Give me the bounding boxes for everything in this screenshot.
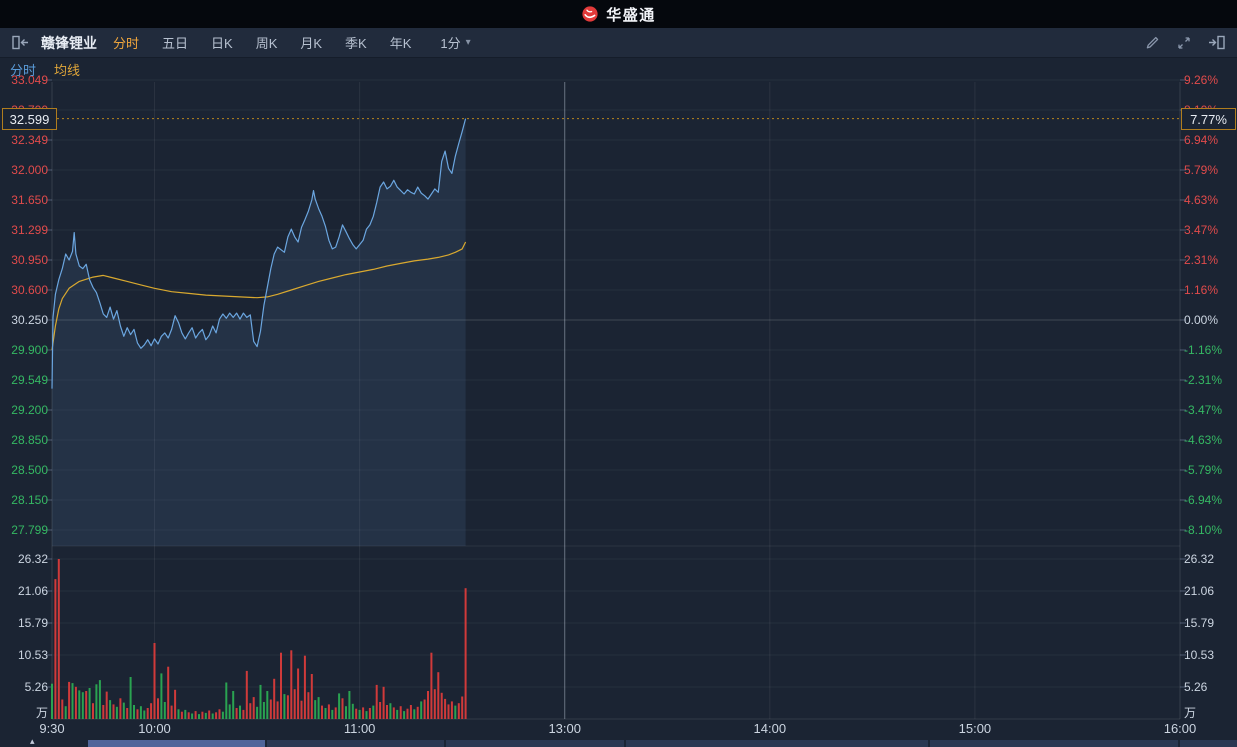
- dock-right-icon[interactable]: [1208, 35, 1225, 50]
- current-price-box: 32.599: [2, 108, 57, 130]
- tab-five-day[interactable]: 五日: [162, 36, 189, 51]
- current-percent-value: 7.77%: [1190, 111, 1227, 127]
- tab-monthly-k[interactable]: 月K: [300, 36, 323, 51]
- navigator-segment[interactable]: [446, 740, 624, 747]
- interval-dropdown[interactable]: 1分 ▾: [440, 33, 470, 52]
- draw-pencil-icon[interactable]: [1144, 35, 1160, 51]
- caret-up-icon[interactable]: ▴: [30, 736, 35, 746]
- chart-legend: 分时 均线: [0, 58, 1237, 80]
- navigator-segment[interactable]: [267, 740, 444, 747]
- app-header: 华盛通: [0, 0, 1237, 28]
- navigator-segment[interactable]: [1180, 740, 1237, 747]
- interval-value: 1分: [440, 36, 461, 51]
- tab-daily-k[interactable]: 日K: [211, 36, 233, 51]
- fullscreen-icon[interactable]: [1176, 35, 1192, 51]
- caret-down-icon: ▾: [465, 37, 471, 48]
- toolbar-right-icons: [1144, 35, 1225, 51]
- chart-toolbar: 赣锋锂业 分时 五日 日K 周K 月K 季K 年K 1分 ▾: [0, 28, 1237, 58]
- tab-quarterly-k[interactable]: 季K: [345, 36, 367, 51]
- tab-weekly-k[interactable]: 周K: [255, 36, 278, 51]
- current-percent-box: 7.77%: [1181, 108, 1236, 130]
- legend-average-line[interactable]: 均线: [54, 62, 81, 78]
- bottom-navigator: ▴: [0, 736, 1237, 747]
- tab-yearly-k[interactable]: 年K: [389, 36, 412, 51]
- brand-name: 华盛通: [606, 6, 656, 24]
- stock-name[interactable]: 赣锋锂业: [41, 34, 97, 51]
- navigator-segment[interactable]: [930, 740, 1178, 747]
- brand-logo-icon: [581, 5, 599, 23]
- collapse-panel-icon[interactable]: [12, 35, 29, 50]
- navigator-segment[interactable]: [88, 740, 265, 747]
- current-price-value: 32.599: [9, 111, 50, 127]
- legend-price-line[interactable]: 分时: [10, 62, 37, 78]
- tab-minute-chart[interactable]: 分时: [113, 36, 140, 51]
- navigator-segment[interactable]: [626, 740, 928, 747]
